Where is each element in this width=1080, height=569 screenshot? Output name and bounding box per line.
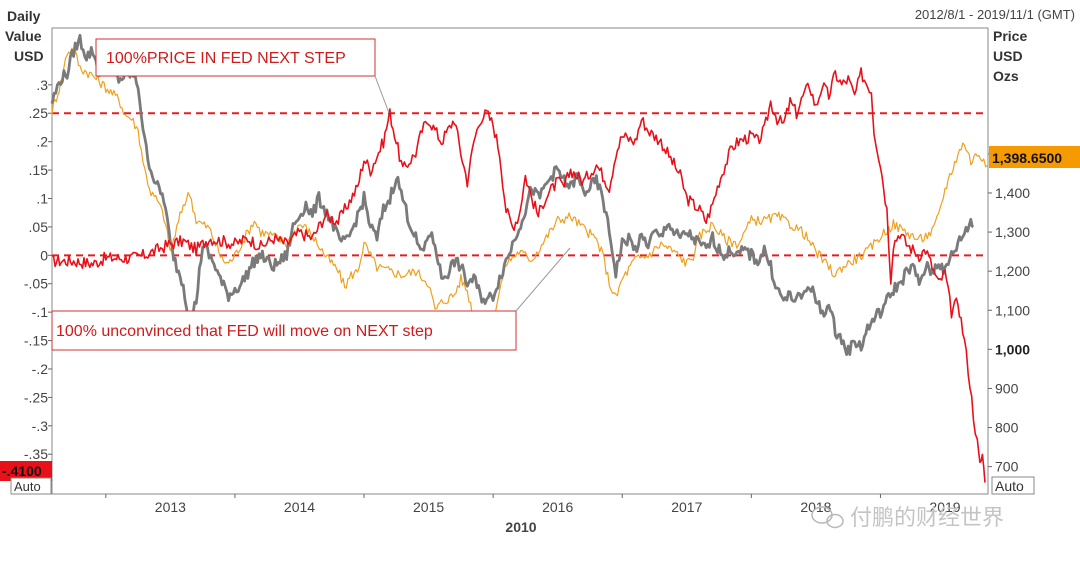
right-auto-label: Auto [995,478,1024,494]
annotation-top-leader [374,75,390,114]
left-tick-label: .05 [29,219,49,235]
plot-frame [51,27,989,495]
series-layer [50,33,988,483]
series-gray-line [50,33,975,356]
annotation-bottom-text: 100% unconvinced that FED will move on N… [56,323,433,340]
left-axis-title-line-3: USD [14,48,44,64]
left-tick-label: .1 [36,190,48,206]
left-tick-label: -.25 [24,389,48,405]
right-tick-label: 800 [995,420,1019,436]
left-tick-label: .2 [36,134,48,150]
x-axis-label: 2010 [505,519,536,535]
right-axis-title-line-2: USD [993,48,1023,64]
right-tick-label: 900 [995,380,1019,396]
annotation-bottom-leader [515,247,571,312]
annotation-top-text: 100%PRICE IN FED NEXT STEP [106,50,346,67]
x-tick-label: 2013 [155,499,186,515]
right-axis-title-line-3: Ozs [993,68,1019,84]
date-range-label: 2012/8/1 - 2019/11/1 (GMT) [915,7,1075,22]
x-tick-label: 2014 [284,499,315,515]
x-tick-label: 2015 [413,499,444,515]
left-tick-label: .15 [29,162,49,178]
left-tick-label: -.3 [32,418,49,434]
watermark: 付鹏的财经世界 [811,505,1004,530]
right-axis-title-line-1: Price [993,28,1027,44]
series-orange-line [51,47,988,327]
annotation-bottom-box [51,310,517,351]
right-auto-button[interactable] [991,476,1035,495]
left-tick-label: -.05 [24,276,48,292]
annotation-bottom: 100% unconvinced that FED will move on N… [51,310,517,351]
right-tick-label: 700 [995,459,1019,475]
left-value-badge [0,461,52,481]
wechat-icon [811,506,844,529]
x-tick-label: 2017 [671,499,702,515]
left-value-badge-text: -.4100 [2,463,42,479]
right-tick-label: 1,200 [995,263,1030,279]
left-axis-title-line-2: Value [5,28,42,44]
right-value-badge [989,146,1080,168]
x-tick-label: 2018 [800,499,831,515]
left-tick-label: -.1 [32,304,49,320]
left-tick-label: -.2 [32,361,49,377]
left-tick-label: -.15 [24,333,48,349]
right-tick-label: 1,000 [995,341,1030,357]
left-tick-label: -.35 [24,446,48,462]
left-tick-label: 0 [40,247,48,263]
right-tick-label: 1,100 [995,302,1030,318]
series-red-line [51,67,986,483]
right-tick-label: 1,300 [995,224,1030,240]
watermark-text: 付鹏的财经世界 [850,505,1004,530]
left-auto-button[interactable] [10,477,52,495]
x-tick-label: 2016 [542,499,573,515]
left-auto-label: Auto [14,479,41,494]
annotation-top-box [95,38,376,77]
axis-ticks: .3 .25 .2 .15 .1 .05 0 -.05 -.1 -.15 -.2 -.25 -.3 -.3… [24,77,1030,515]
left-tick-label: .25 [29,105,49,121]
right-tick-label: 1,400 [995,185,1030,201]
x-tick-label: 2019 [929,499,960,515]
annotation-top: 100%PRICE IN FED NEXT STEP [95,38,376,77]
right-value-badge-text: 1,398.6500 [992,150,1062,166]
left-axis-title-line-1: Daily [7,8,41,24]
left-tick-label: .3 [36,77,48,93]
